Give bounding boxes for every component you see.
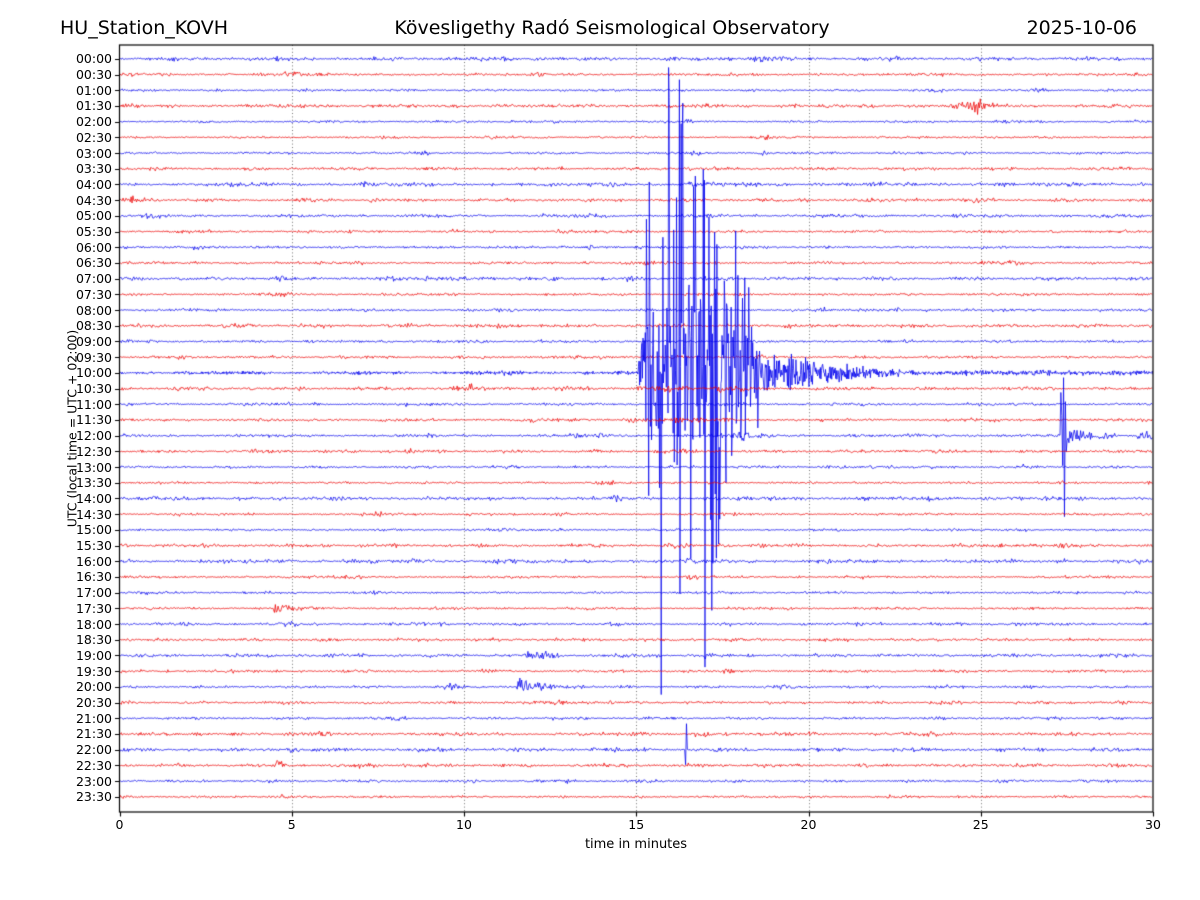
y-tick-label: 11:30: [75, 412, 112, 428]
y-tick-label: 10:00: [75, 365, 112, 381]
x-tick-label: 5: [287, 817, 296, 832]
y-tick-label: 16:30: [75, 569, 112, 585]
y-tick-label: 07:30: [75, 286, 112, 302]
y-tick-label: 20:00: [75, 679, 112, 695]
y-tick-label: 20:30: [75, 695, 112, 711]
y-tick-label: 17:00: [75, 585, 112, 601]
y-tick-label: 21:00: [75, 710, 112, 726]
x-tick-label: 10: [456, 817, 472, 832]
y-tick-label: 10:30: [75, 381, 112, 397]
y-tick-label: 13:00: [75, 459, 112, 475]
y-tick-label: 07:00: [75, 271, 112, 287]
y-tick-label: 17:30: [75, 600, 112, 616]
y-tick-label: 04:00: [75, 176, 112, 192]
y-tick-label: 00:00: [75, 51, 112, 67]
y-tick-label: 02:30: [75, 129, 112, 145]
station-title: HU_Station_KOVH: [60, 17, 229, 39]
y-tick-label: 05:30: [75, 224, 112, 240]
y-tick-label: 19:30: [75, 663, 112, 679]
x-axis-title: time in minutes: [584, 837, 688, 852]
y-tick-label: 15:00: [75, 522, 112, 538]
y-tick-label: 05:00: [75, 208, 112, 224]
y-tick-label: 18:30: [75, 632, 112, 648]
date-label: 2025-10-06: [1026, 17, 1137, 39]
x-tick-label: 30: [1145, 817, 1161, 832]
y-tick-label: 11:00: [75, 396, 112, 412]
y-tick-label: 06:30: [75, 255, 112, 271]
observatory-title: Kövesligethy Radó Seismological Observat…: [394, 17, 830, 39]
y-tick-label: 23:30: [75, 789, 112, 805]
y-tick-label: 08:30: [75, 318, 112, 334]
y-tick-label: 19:00: [75, 647, 112, 663]
y-tick-label: 02:00: [75, 114, 112, 130]
y-tick-label: 16:00: [75, 553, 112, 569]
y-tick-label: 14:00: [75, 490, 112, 506]
y-tick-label: 09:30: [75, 349, 112, 365]
y-tick-label: 23:00: [75, 773, 112, 789]
x-tick-label: 15: [628, 817, 645, 832]
y-tick-label: 03:30: [75, 161, 112, 177]
y-tick-label: 03:00: [75, 145, 112, 161]
y-tick-label: 22:30: [75, 757, 112, 773]
y-tick-label: 09:00: [75, 333, 112, 349]
y-tick-label: 01:30: [75, 98, 112, 114]
y-tick-label: 12:30: [75, 443, 112, 459]
x-tick-label: 0: [115, 817, 124, 832]
y-tick-label: 00:30: [75, 67, 112, 82]
y-tick-label: 12:00: [75, 428, 112, 444]
y-tick-label: 01:00: [75, 82, 112, 98]
y-tick-label: 14:30: [75, 506, 112, 522]
y-tick-label: 08:00: [75, 302, 112, 318]
y-tick-label: 21:30: [75, 726, 112, 742]
x-tick-label: 25: [972, 817, 989, 832]
y-tick-label: 18:00: [75, 616, 112, 632]
y-tick-label: 06:00: [75, 239, 112, 255]
y-tick-label: 04:30: [75, 192, 112, 208]
x-tick-label: 20: [800, 817, 817, 832]
y-tick-label: 15:30: [75, 538, 112, 554]
y-tick-label: 13:30: [75, 475, 112, 491]
y-tick-label: 22:00: [75, 742, 112, 758]
